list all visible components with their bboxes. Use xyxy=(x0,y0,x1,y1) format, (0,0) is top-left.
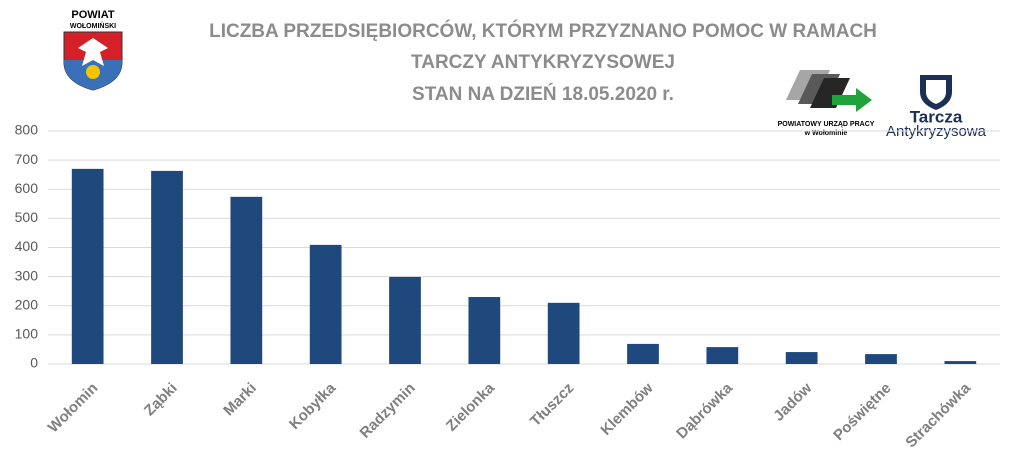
bar xyxy=(151,170,183,364)
shield-icon-inner xyxy=(926,80,946,104)
bar xyxy=(389,276,421,364)
y-tick-label: 200 xyxy=(15,296,39,312)
emblem xyxy=(86,65,100,79)
logo-text: Tarcza xyxy=(910,107,963,126)
logo-text: POWIAT xyxy=(71,9,114,21)
y-tick-label: 800 xyxy=(15,122,39,138)
chart-subtitle: STAN NA DZIEŃ 18.05.2020 r. xyxy=(412,83,674,105)
eagle xyxy=(78,38,108,66)
chart-title: LICZBA PRZEDSIĘBIORCÓW, KTÓRYM PRZYZNANO… xyxy=(209,20,877,42)
y-tick-label: 0 xyxy=(30,355,38,371)
y-tick-label: 600 xyxy=(15,180,39,196)
y-tick-label: 100 xyxy=(15,326,39,342)
bar xyxy=(309,244,342,364)
y-tick-label: 300 xyxy=(15,267,39,283)
bar xyxy=(627,343,659,364)
bar xyxy=(865,354,897,364)
y-tick-label: 400 xyxy=(15,238,39,254)
bar xyxy=(468,297,501,364)
bar xyxy=(706,347,739,364)
y-tick-label: 500 xyxy=(15,209,39,225)
logo-text: POWIATOWY URZĄD PRACY xyxy=(778,121,875,128)
bar xyxy=(944,361,977,364)
logo-text: WOŁOMIŃSKI xyxy=(70,21,116,30)
logo-arrow xyxy=(832,88,872,112)
bar xyxy=(71,168,104,364)
chart-title: TARCZY ANTYKRYZYSOWEJ xyxy=(411,52,675,73)
bar xyxy=(230,196,263,364)
bar xyxy=(547,302,580,364)
y-tick-label: 700 xyxy=(15,151,39,167)
logo-text: w Wołominie xyxy=(804,130,848,137)
bar xyxy=(785,352,818,364)
logo-shape xyxy=(810,78,850,108)
